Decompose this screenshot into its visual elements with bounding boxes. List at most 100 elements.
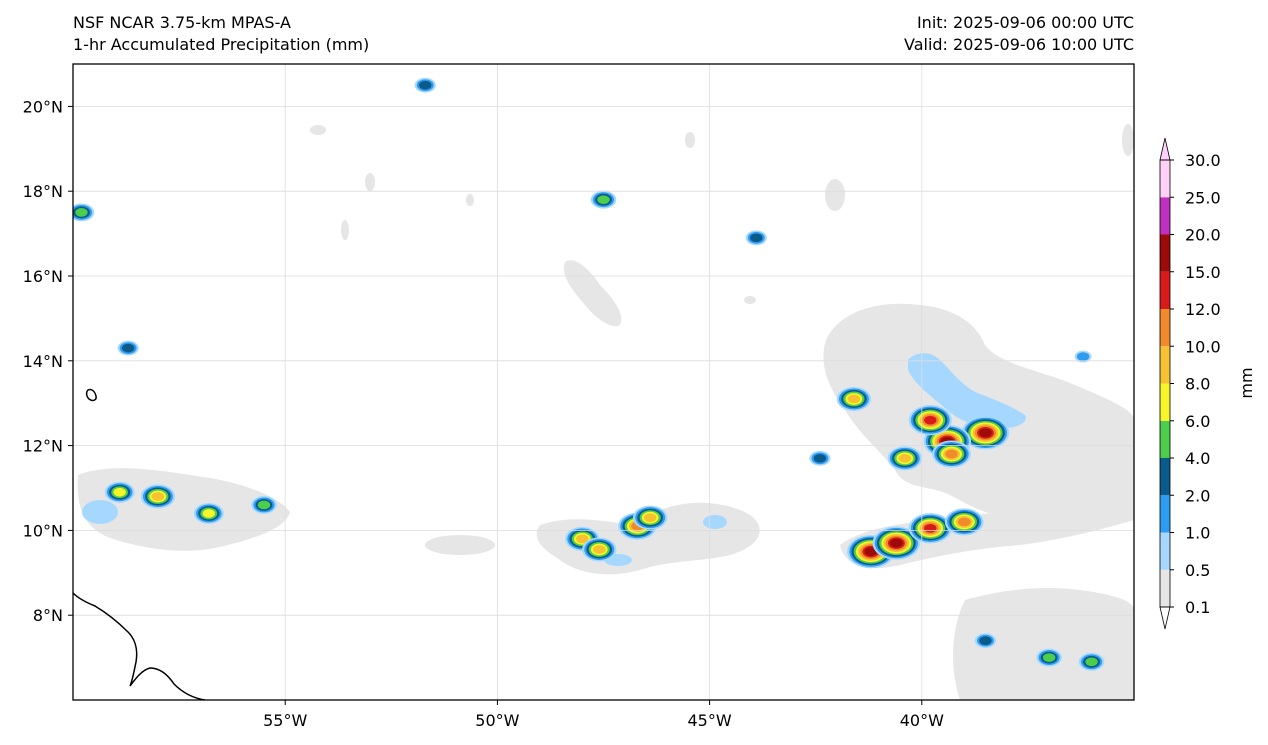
lat-tick-label: 18°N: [23, 182, 63, 201]
precip-cell: [632, 505, 668, 530]
lat-tick-label: 8°N: [33, 606, 63, 625]
colorbar-segment: [1160, 420, 1170, 458]
colorbar-tick-label: 15.0: [1185, 263, 1221, 282]
colorbar-tick-label: 6.0: [1185, 412, 1210, 431]
precip-cell-contour: [924, 523, 937, 533]
island-coastline: [85, 388, 97, 402]
light-precip-area: [685, 132, 695, 148]
precip-cell: [887, 446, 923, 471]
precip-cell-contour: [864, 547, 878, 556]
precip-cell-contour: [945, 449, 958, 459]
precip-cell-contour: [1085, 657, 1098, 667]
precip-cell-contour: [121, 343, 135, 353]
gridlines: [73, 64, 1134, 700]
lon-tick-label: 55°W: [263, 711, 307, 730]
light-precip-area: [365, 173, 375, 191]
colorbar-segment: [1160, 458, 1170, 496]
precip-cell: [193, 502, 224, 524]
lon-tick-label: 50°W: [475, 711, 519, 730]
colorbar-segment: [1160, 569, 1170, 607]
moderate-precip-area: [703, 515, 727, 529]
lat-tick-label: 20°N: [23, 97, 63, 116]
precip-cell: [944, 508, 984, 536]
colorbar: 0.1 0.5 1.0 2.0 4.0 6.0 8.0 10.0 12.0 15.0 20.0 25.…: [1159, 137, 1256, 630]
precip-cell: [73, 203, 95, 222]
map-panel: [72, 63, 1135, 701]
colorbar-tick-label: 30.0: [1185, 151, 1221, 170]
precip-cell-contour: [576, 534, 589, 544]
colorbar-segment: [1160, 271, 1170, 309]
light-precip-area: [425, 535, 495, 555]
colorbar-extend-top: [1159, 137, 1171, 161]
colorbar-ticks: 0.1 0.5 1.0 2.0 4.0 6.0 8.0 10.0 12.0 15.0 20.0 25.…: [1170, 151, 1221, 617]
colorbar-tick-label: 0.1: [1185, 598, 1210, 617]
axis-ticks: 55°W 50°W 45°W 40°W 8°N 10°N 12°N 14°N 16°N 18°N 2…: [23, 97, 944, 730]
precip-cell: [809, 450, 831, 466]
plot-header-right: Init: 2025-09-06 00:00 UTC Valid: 2025-0…: [904, 12, 1134, 56]
colorbar-tick-label: 20.0: [1185, 226, 1221, 245]
precip-cell: [1078, 652, 1105, 671]
light-precip-area: [466, 194, 474, 206]
precip-field: [73, 77, 1134, 700]
colorbar-segment: [1160, 234, 1170, 272]
moderate-precip-areas: [82, 353, 1026, 566]
light-precip-area: [563, 260, 622, 327]
precip-cell: [974, 633, 997, 649]
precip-cell-contour: [257, 500, 271, 510]
precip-cell: [104, 481, 135, 503]
light-precip-area: [953, 588, 1134, 700]
colorbar-segment: [1160, 309, 1170, 347]
light-precip-area: [310, 125, 326, 135]
precip-cell-contour: [593, 545, 606, 554]
valid-time: Valid: 2025-09-06 10:00 UTC: [903, 35, 1134, 54]
precip-cell-contour: [1042, 653, 1056, 662]
lon-tick-label: 40°W: [900, 711, 944, 730]
colorbar-tick-label: 12.0: [1185, 300, 1221, 319]
precip-cell: [872, 526, 921, 560]
precip-cell: [582, 537, 617, 562]
lat-tick-label: 14°N: [23, 352, 63, 371]
colorbar-tick-label: 1.0: [1185, 524, 1210, 543]
precip-cell-contour: [847, 394, 861, 404]
precip-cell-contour: [898, 453, 912, 463]
precip-cell: [251, 496, 277, 514]
precip-cell: [745, 230, 767, 246]
colorbar-tick-label: 2.0: [1185, 486, 1210, 505]
precip-cell: [1074, 350, 1092, 363]
colorbar-segment: [1160, 197, 1170, 235]
colorbar-tick-label: 25.0: [1185, 188, 1221, 207]
colorbar-segments: [1159, 137, 1171, 630]
colorbar-segment: [1160, 495, 1170, 533]
precip-cell: [1036, 648, 1062, 667]
init-time: Init: 2025-09-06 00:00 UTC: [916, 13, 1134, 32]
precip-cell-contour: [75, 208, 88, 217]
precip-cell: [140, 484, 176, 509]
lat-tick-label: 12°N: [23, 437, 63, 456]
colorbar-tick-label: 10.0: [1185, 337, 1221, 356]
precip-cell: [414, 77, 436, 93]
storm-cells: [73, 77, 1105, 671]
precip-cell-contour: [890, 538, 903, 548]
south-america-coastline: [73, 592, 206, 700]
moderate-precip-area: [82, 500, 118, 524]
colorbar-tick-label: 4.0: [1185, 449, 1210, 468]
colorbar-segment: [1160, 160, 1170, 198]
colorbar-tick-label: 0.5: [1185, 561, 1210, 580]
precip-cell-contour: [1076, 352, 1090, 361]
precip-cell-contour: [151, 492, 165, 501]
model-title: NSF NCAR 3.75-km MPAS-A: [73, 13, 291, 32]
precip-cell-contour: [979, 636, 992, 645]
map-frame: [72, 63, 1135, 701]
precip-cell: [908, 513, 952, 544]
precip-cell-contour: [958, 517, 971, 527]
light-precip-area: [1122, 124, 1134, 156]
light-precip-area: [341, 220, 349, 240]
colorbar-segment: [1160, 346, 1170, 384]
light-precip-area: [744, 296, 756, 304]
precip-cell: [908, 405, 952, 436]
precip-cell-contour: [750, 233, 763, 243]
precip-cell: [932, 440, 971, 468]
coastlines: [73, 388, 206, 700]
precip-cell: [117, 340, 139, 356]
